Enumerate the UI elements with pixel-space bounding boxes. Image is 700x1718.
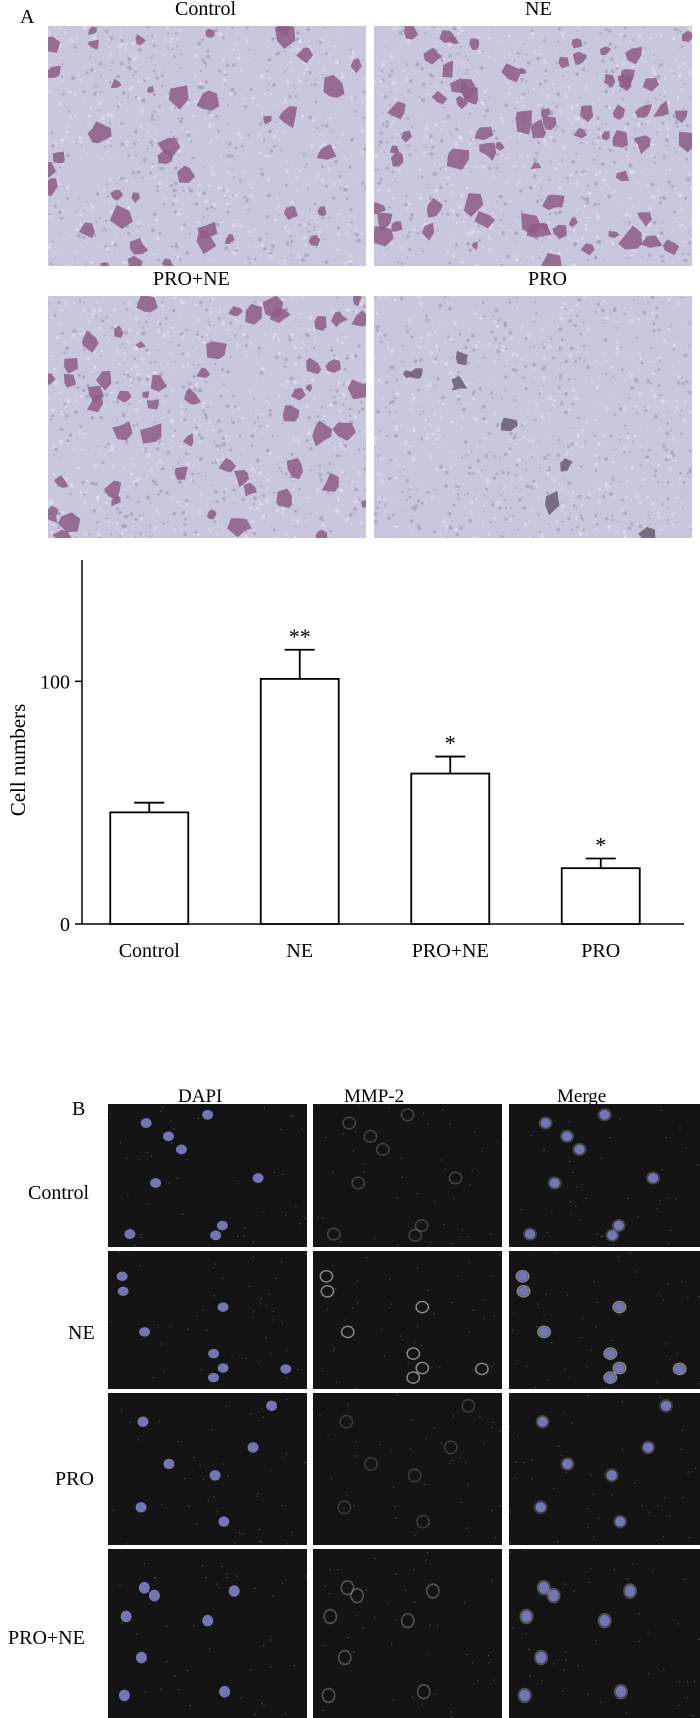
y-tick-label: 100 xyxy=(40,671,70,693)
fluorescence-dapi-ne xyxy=(108,1251,307,1389)
x-tick-label: PRO xyxy=(581,940,620,962)
panel-b-col-dapi: DAPI xyxy=(178,1086,223,1107)
bar-pro xyxy=(560,867,641,925)
panel-b-row-pro: PRO xyxy=(55,1468,94,1490)
bar-control xyxy=(109,811,190,925)
fluorescence-dapi-pro-ne xyxy=(108,1549,307,1718)
panel-a-label-control: Control xyxy=(175,0,237,20)
bar-pro-ne xyxy=(410,772,491,925)
fluorescence-merge-pro-ne xyxy=(509,1549,700,1718)
cell-numbers-bar-chart: 0 100 Cell numbers Control ** NE * PRO+NE * PRO xyxy=(6,560,684,962)
significance-marker: * xyxy=(445,731,456,756)
panel-a-label-ne: NE xyxy=(525,0,552,20)
x-tick-label: Control xyxy=(119,940,181,962)
panel-b-row-control: Control xyxy=(28,1182,90,1204)
fluorescence-merge-control xyxy=(509,1104,700,1247)
micrograph-pro xyxy=(374,296,692,538)
fluorescence-mmp-2-pro-ne xyxy=(313,1549,502,1718)
fluorescence-merge-ne xyxy=(509,1251,700,1389)
panel-b-col-merge: Merge xyxy=(557,1086,607,1107)
panel-b-row-pro-ne: PRO+NE xyxy=(8,1627,85,1649)
bar-ne xyxy=(259,678,340,925)
micrograph-pro-ne xyxy=(48,296,366,538)
fluorescence-dapi-control xyxy=(108,1104,307,1247)
significance-marker: ** xyxy=(289,624,311,649)
fluorescence-mmp-2-control xyxy=(313,1104,502,1247)
panel-b-letter: B xyxy=(72,1098,86,1120)
fluorescence-mmp-2-ne xyxy=(313,1251,502,1389)
panel-a-label-pro-ne: PRO+NE xyxy=(153,268,230,290)
panel-b-col-mmp2: MMP-2 xyxy=(344,1086,405,1107)
y-axis-label: Cell numbers xyxy=(6,704,30,817)
micrograph-control xyxy=(48,26,366,266)
panel-a-label-pro: PRO xyxy=(528,268,567,290)
fluorescence-mmp-2-pro xyxy=(313,1393,502,1545)
micrograph-ne xyxy=(374,26,692,266)
fluorescence-dapi-pro xyxy=(108,1393,307,1545)
fluorescence-merge-pro xyxy=(509,1393,700,1545)
x-tick-label: NE xyxy=(286,940,313,962)
x-tick-label: PRO+NE xyxy=(412,940,489,962)
y-tick-label: 0 xyxy=(60,914,70,936)
significance-marker: * xyxy=(595,832,606,857)
panel-a-letter: A xyxy=(20,6,35,28)
panel-b-row-ne: NE xyxy=(68,1322,95,1344)
